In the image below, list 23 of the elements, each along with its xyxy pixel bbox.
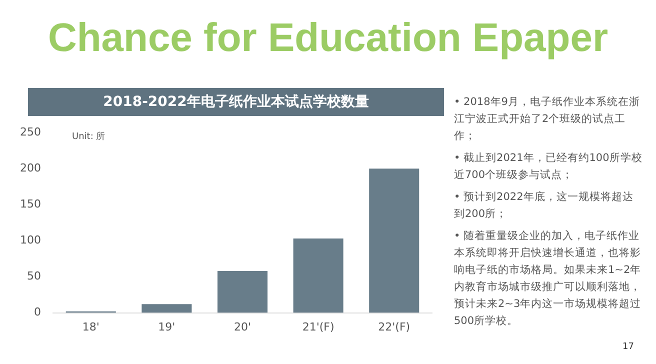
x-tick-label: 20' xyxy=(234,320,252,334)
annotation: Unit: 所 xyxy=(72,130,106,143)
text: • 2018年9月，电子纸作业本系统在浙江宁波正式开始了2个班级的试点工作； xyxy=(454,95,641,144)
x-tick-label: 21'(F) xyxy=(302,320,334,334)
bar xyxy=(217,270,268,313)
chart-title: Chance for Education Epaper xyxy=(46,15,610,62)
bar xyxy=(293,238,344,313)
y-tick-label: 150 xyxy=(20,198,41,211)
bar xyxy=(369,168,420,313)
bar xyxy=(142,304,192,313)
y-tick-label: 50 xyxy=(26,270,41,283)
x-tick-label: 18' xyxy=(82,320,100,334)
text: 17 xyxy=(622,342,634,352)
y-tick-label: 100 xyxy=(20,234,41,247)
text: • 截止到2021年，已经有约100所学校近700个班级参与试点； xyxy=(454,151,644,183)
y-tick-label: 0 xyxy=(34,306,41,319)
x-tick-label: 22'(F) xyxy=(378,320,410,334)
chart-subtitle: 2018-2022年电子纸作业本试点学校数量 xyxy=(28,88,444,116)
y-tick-label: 250 xyxy=(20,125,41,138)
text: • 随着重量级企业的加入，电子纸作业本系统即将开启快速增长通道，也将影响电子纸的市场格局。如果未来1~2年内教育市场城市级推广可以顺利落地，预计未来2~3年内这一市场规模将超过500所学校。 xyxy=(454,229,642,329)
text: • 预计到2022年底，这一规模将超达到200所； xyxy=(454,190,634,222)
y-tick-label: 200 xyxy=(20,162,41,174)
x-tick-label: 19' xyxy=(158,320,176,334)
